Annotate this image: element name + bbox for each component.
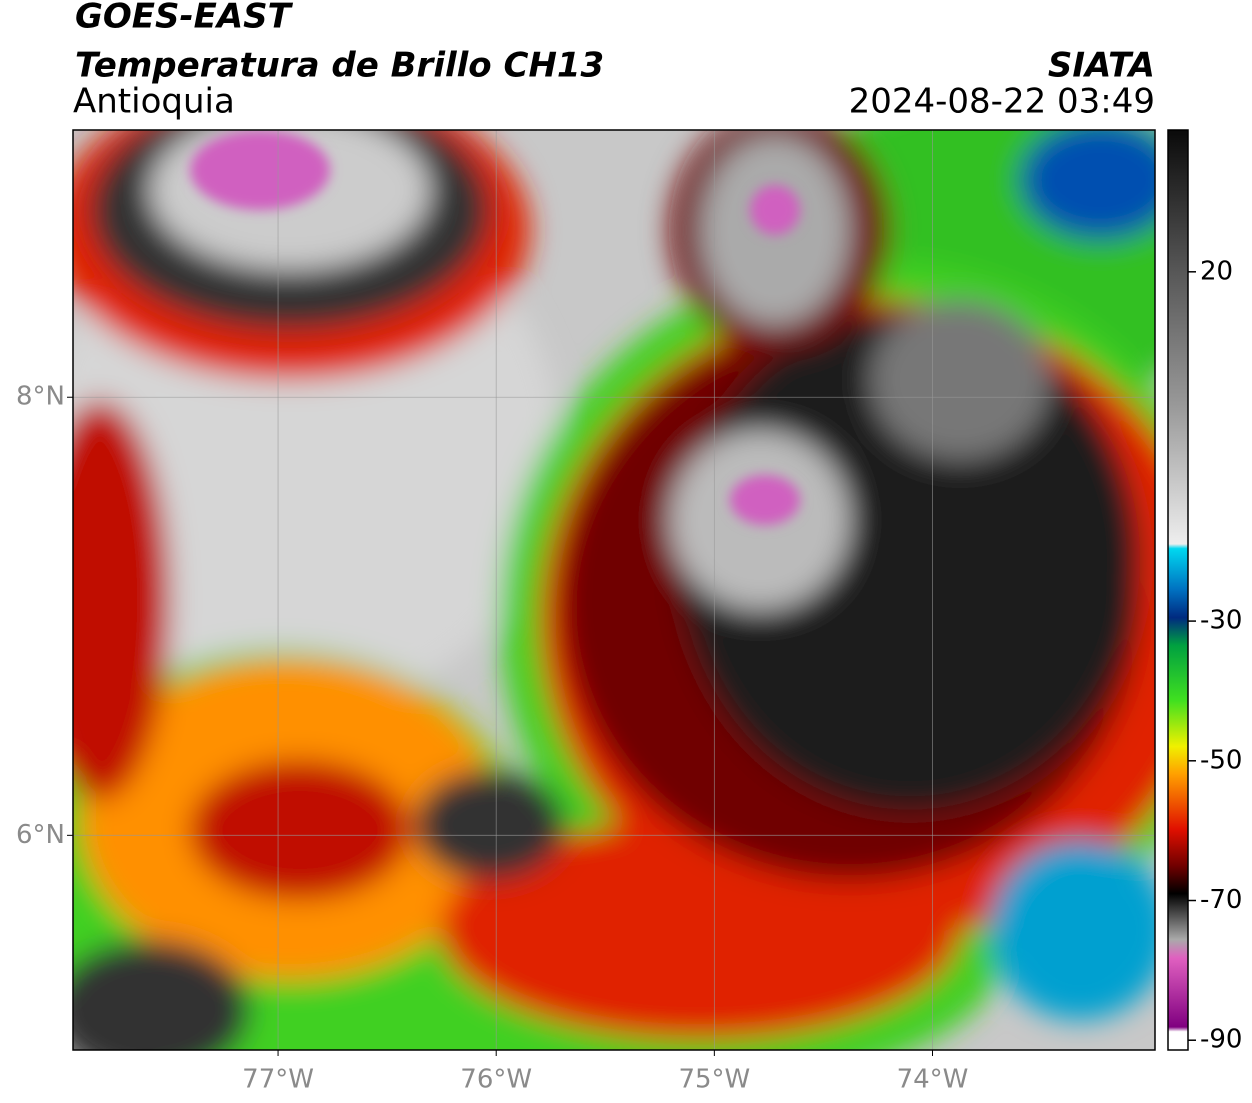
- title-satellite: GOES-EAST: [75, 0, 294, 37]
- source: SIATA: [1048, 46, 1155, 86]
- x-tick-label: 74°W: [897, 1065, 969, 1095]
- colorbar: [1167, 129, 1189, 1051]
- colorbar-tick-label: -50: [1200, 745, 1242, 775]
- datetime: 2024-08-22 03:49: [849, 82, 1155, 122]
- region: Antioquia: [73, 82, 235, 122]
- title-product: Temperatura de Brillo CH13: [75, 46, 604, 86]
- x-tick-label: 76°W: [460, 1065, 532, 1095]
- colorbar-tick-label: 20: [1200, 256, 1233, 286]
- y-tick-label: 6°N: [16, 820, 65, 850]
- colorbar-tick-label: -70: [1200, 885, 1242, 915]
- satellite-image: [73, 130, 1155, 1050]
- x-tick-label: 77°W: [242, 1065, 314, 1095]
- x-tick-label: 75°W: [678, 1065, 750, 1095]
- y-tick-label: 8°N: [16, 382, 65, 412]
- colorbar-tick-label: -30: [1200, 606, 1242, 636]
- colorbar-tick-label: -90: [1200, 1025, 1242, 1055]
- map-frame: [72, 129, 1156, 1051]
